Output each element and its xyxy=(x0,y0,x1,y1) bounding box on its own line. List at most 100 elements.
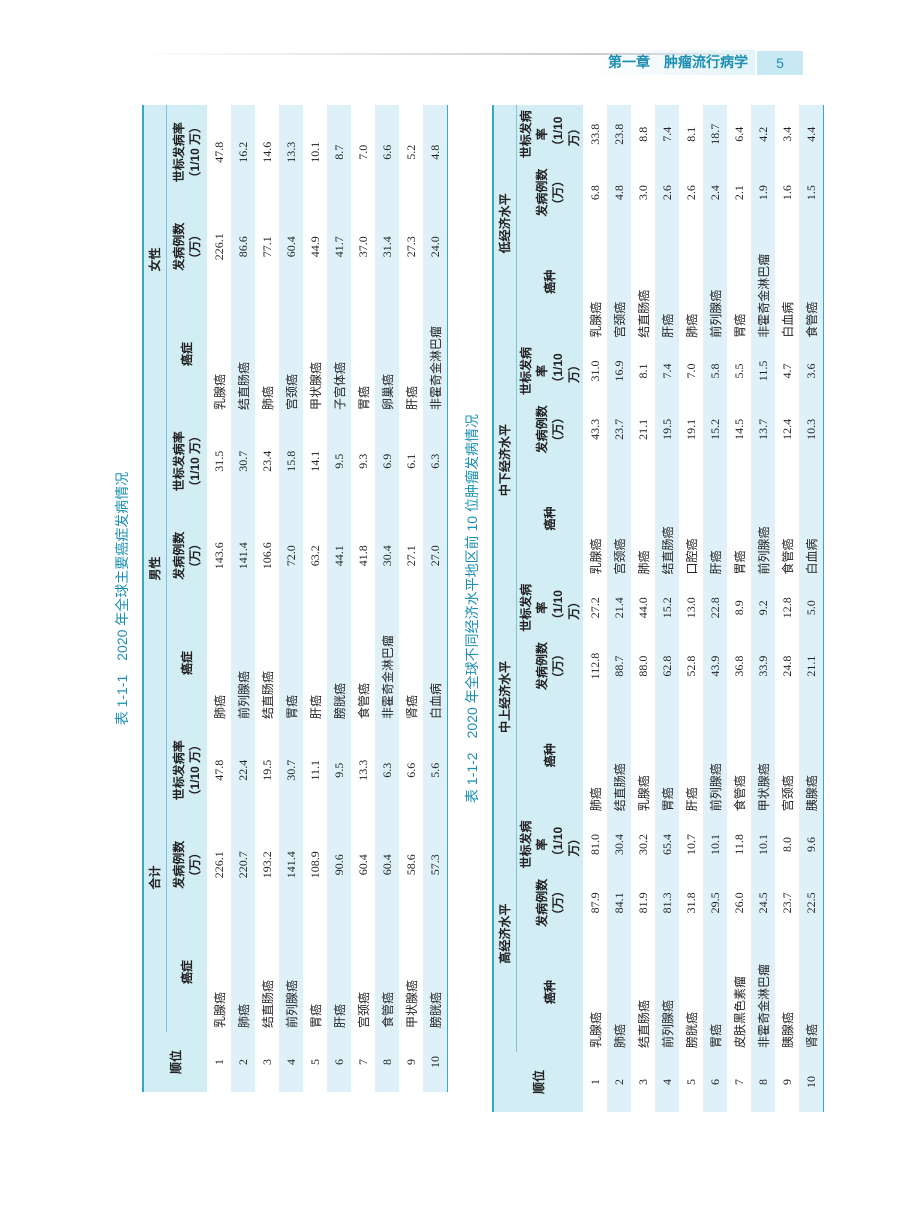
header-row: 顺位 高经济水平 中上经济水平 中下经济水平 低经济水平 xyxy=(493,105,583,1112)
value-cell: 88.7 xyxy=(607,636,631,696)
column-unit: （万） xyxy=(188,228,202,265)
column-name: 发病例数 xyxy=(172,840,186,889)
value-cell: 27.1 xyxy=(403,545,418,567)
column-header: 世标发病率 （1/10 万） xyxy=(166,723,207,818)
column-header: 发病例数 （万） xyxy=(516,163,583,222)
value-cell: 14.5 xyxy=(731,418,746,440)
value-cell: 10.1 xyxy=(703,815,727,874)
cancer-cell: 白血病 xyxy=(423,603,448,723)
value-cell: 60.4 xyxy=(375,817,399,912)
rank-cell: 2 xyxy=(607,1052,631,1112)
value-cell: 43.9 xyxy=(703,636,727,696)
table-body: 1 乳腺癌 226.1 47.8 肺癌 143.6 31.5 乳腺癌 226.1 47.8 2 肺癌 2… xyxy=(207,105,448,1092)
data-table: 顺位 高经济水平 中上经济水平 中下经济水平 低经济水平 癌种 发病例数 （万） 世标发病率 （1… xyxy=(492,105,824,1112)
cancer-cell: 肝癌 xyxy=(308,694,323,719)
cancer-cell: 膀胱癌 xyxy=(423,912,448,1032)
rank-cell: 4 xyxy=(655,1052,679,1112)
cancer-cell: 宫颈癌 xyxy=(279,294,303,414)
group-header: 女性 xyxy=(143,105,167,414)
column-name: 癌症 xyxy=(180,651,194,676)
rank-cell: 9 xyxy=(403,1059,418,1065)
cancer-cell: 前列腺癌 xyxy=(231,603,255,723)
column-header: 癌症 xyxy=(166,603,207,723)
rank-cell: 10 xyxy=(423,1032,448,1092)
cancer-cell: 子宫体癌 xyxy=(327,294,351,414)
value-cell: 141.4 xyxy=(231,508,255,603)
value-cell: 77.1 xyxy=(259,236,274,258)
column-unit: （万） xyxy=(188,846,202,883)
value-cell: 14.6 xyxy=(259,141,274,163)
rank-cell: 1 xyxy=(587,1079,602,1085)
value-cell: 1.6 xyxy=(779,185,794,201)
value-cell: 5.5 xyxy=(731,363,746,379)
rank-cell: 9 xyxy=(779,1079,794,1085)
table-head: 顺位 合计 男性 女性 癌症 发病例数 （万） 世标发病率 （1/10 万） 癌症 发病例数 （万）世… xyxy=(143,105,207,1092)
value-cell: 226.1 xyxy=(211,233,226,261)
cancer-cell: 结直肠癌 xyxy=(636,999,651,1048)
cancer-cell: 胃癌 xyxy=(732,313,747,338)
column-name: 世标发病率 xyxy=(519,346,549,395)
value-cell: 65.4 xyxy=(655,815,679,874)
rank-cell: 5 xyxy=(683,1079,698,1085)
cancer-cell: 胃癌 xyxy=(356,385,371,410)
table-row: 8 非霍奇金淋巴瘤 24.5 10.1 甲状腺癌 33.9 9.2 前列腺癌 13.7 11.5 非… xyxy=(751,105,775,1112)
cancer-cell: 肺癌 xyxy=(588,787,603,812)
cancer-cell: 肺癌 xyxy=(260,385,275,410)
header-row: 癌症 发病例数 （万） 世标发病率 （1/10 万） 癌症 发病例数 （万） 世标发病率 （1/1… xyxy=(166,105,207,1092)
value-cell: 15.2 xyxy=(655,578,679,637)
value-cell: 37.0 xyxy=(355,236,370,258)
value-cell: 8.9 xyxy=(731,600,746,616)
value-cell: 23.8 xyxy=(607,105,631,164)
value-cell: 44.9 xyxy=(307,236,322,258)
header-rule xyxy=(130,53,750,55)
value-cell: 16.9 xyxy=(607,341,631,401)
value-cell: 60.4 xyxy=(355,854,370,876)
header-row: 癌种 发病例数 （万） 世标发病率 （1/10 万） 癌种 发病例数 （万） 世标发病率 （1/1… xyxy=(516,105,583,1112)
cancer-cell: 胃癌 xyxy=(703,932,727,1052)
value-cell: 31.5 xyxy=(211,450,226,472)
data-table: 顺位 合计 男性 女性 癌症 发病例数 （万） 世标发病率 （1/10 万） 癌症 发病例数 （万）世… xyxy=(142,105,448,1092)
rank-cell: 6 xyxy=(703,1052,727,1112)
value-cell: 22.5 xyxy=(799,873,824,932)
value-cell: 6.8 xyxy=(587,185,602,201)
header-row: 顺位 合计 男性 女性 xyxy=(143,105,207,1092)
cancer-cell: 宫颈癌 xyxy=(780,775,795,812)
value-cell: 3.4 xyxy=(779,126,794,142)
cancer-cell: 甲状腺癌 xyxy=(404,979,419,1028)
value-cell: 30.4 xyxy=(607,815,631,874)
value-cell: 44.0 xyxy=(635,597,650,619)
table-block: 表 1-1-2 2020 年全球不同经济水平地区前 10 位肿瘤发病情况 顺位 高经… xyxy=(462,105,824,1112)
value-cell: 4.2 xyxy=(751,105,775,164)
column-header: 发病例数 （万） xyxy=(516,400,583,459)
value-cell: 15.8 xyxy=(279,414,303,509)
column-name: 癌种 xyxy=(543,743,557,768)
column-unit: （万） xyxy=(551,411,565,448)
table-title: 表 1-1-1 2020 年全球主要癌症发病情况 xyxy=(114,471,130,726)
value-cell: 106.6 xyxy=(259,542,274,570)
value-cell: 87.9 xyxy=(587,892,602,914)
cancer-cell: 宫颈癌 xyxy=(607,221,631,342)
value-cell: 9.3 xyxy=(355,453,370,469)
cancer-cell: 胃癌 xyxy=(308,1003,323,1028)
rank-cell: 8 xyxy=(751,1052,775,1112)
cancer-cell: 结直肠癌 xyxy=(260,979,275,1028)
value-cell: 4.8 xyxy=(423,105,448,200)
cancer-cell: 乳腺癌 xyxy=(636,775,651,812)
rank-cell: 8 xyxy=(375,1032,399,1092)
value-cell: 3.6 xyxy=(799,341,824,401)
cancer-cell: 非霍奇金淋巴瘤 xyxy=(751,221,775,342)
value-cell: 9.2 xyxy=(751,578,775,637)
value-cell: 47.8 xyxy=(211,759,226,781)
column-name: 世标发病率 xyxy=(519,583,549,632)
cancer-cell: 肺癌 xyxy=(636,550,651,575)
cancer-cell: 肾癌 xyxy=(799,932,824,1052)
value-cell: 36.8 xyxy=(731,655,746,677)
value-cell: 43.3 xyxy=(587,418,602,440)
column-unit: （1/10 万） xyxy=(188,120,202,184)
value-cell: 19.5 xyxy=(259,759,274,781)
value-cell: 2.6 xyxy=(655,163,679,222)
chapter-title: 第一章 肿瘤流行病学 xyxy=(608,54,748,70)
column-header: 世标发病率 （1/10 万） xyxy=(166,105,207,200)
value-cell: 27.0 xyxy=(423,508,448,603)
value-cell: 30.7 xyxy=(279,723,303,818)
